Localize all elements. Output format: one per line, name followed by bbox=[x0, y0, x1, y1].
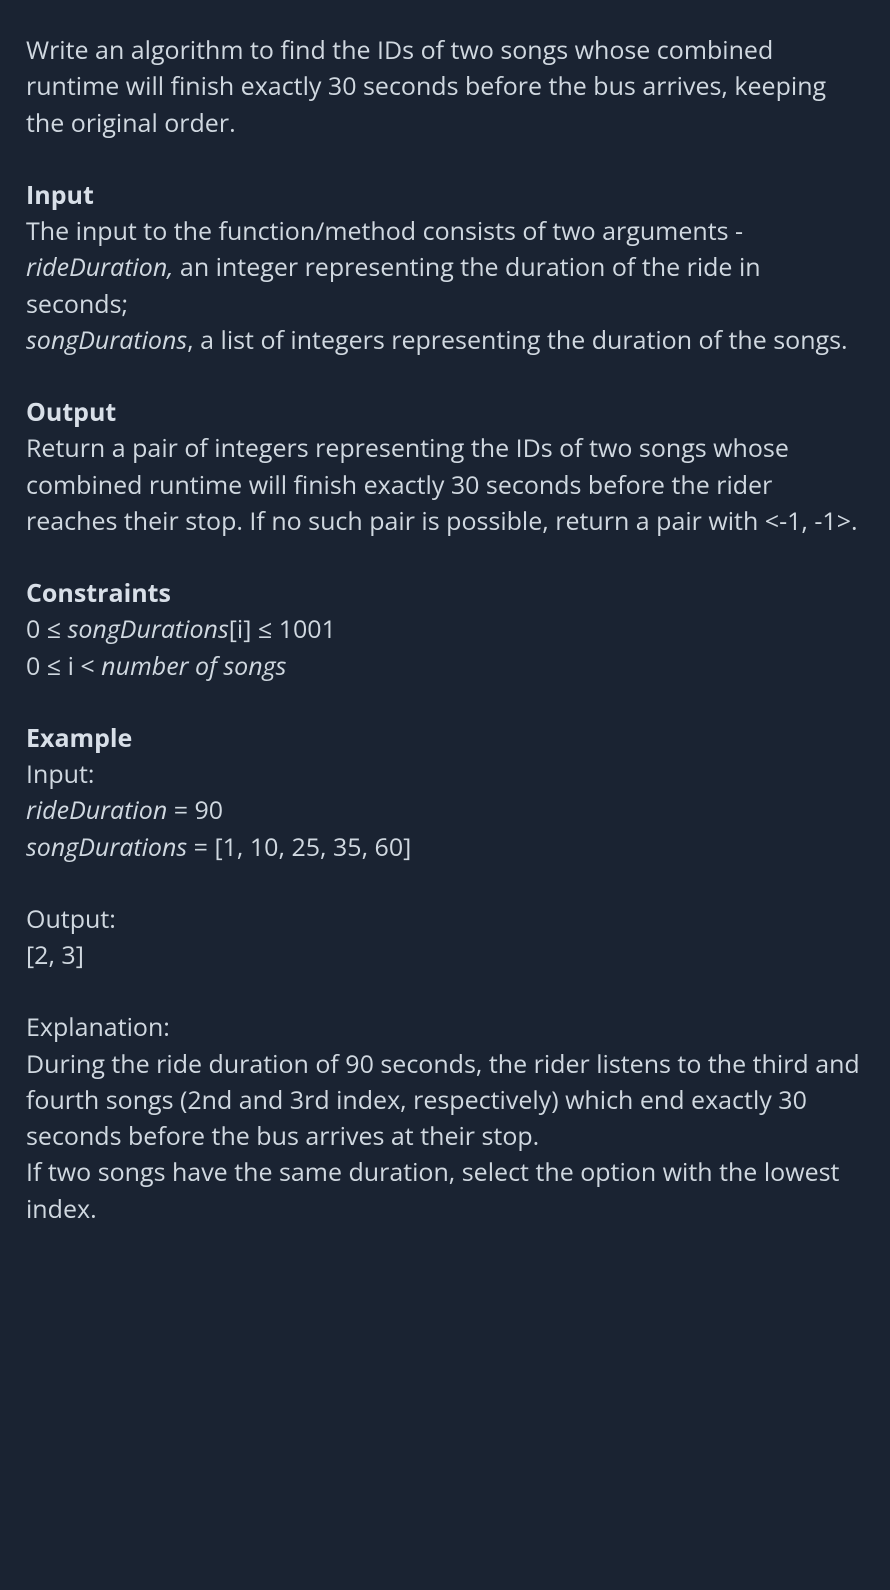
arg2-name: songDurations bbox=[26, 323, 187, 357]
input-arg1: rideDuration, an integer representing th… bbox=[26, 249, 864, 322]
example-input-label: Input: bbox=[26, 756, 864, 792]
example-arg2: songDurations = [1, 10, 25, 35, 60] bbox=[26, 829, 864, 865]
intro-text: Write an algorithm to find the IDs of tw… bbox=[26, 32, 864, 141]
c1-post: [i] ≤ 1001 bbox=[229, 612, 336, 646]
input-line1: The input to the function/method consist… bbox=[26, 213, 864, 249]
problem-statement: Write an algorithm to find the IDs of tw… bbox=[26, 32, 864, 1227]
c2-pre: 0 ≤ i < bbox=[26, 649, 101, 683]
constraint-1: 0 ≤ songDurations[i] ≤ 1001 bbox=[26, 611, 864, 647]
example-section: Example Input: rideDuration = 90 songDur… bbox=[26, 720, 864, 1227]
c1-pre: 0 ≤ bbox=[26, 612, 68, 646]
ex-arg1-val: = 90 bbox=[167, 793, 223, 827]
explanation-text: During the ride duration of 90 seconds, … bbox=[26, 1046, 864, 1155]
ex-arg1-name: rideDuration bbox=[26, 793, 167, 827]
input-section: Input The input to the function/method c… bbox=[26, 177, 864, 358]
output-text: Return a pair of integers representing t… bbox=[26, 430, 864, 539]
c2-var: number of songs bbox=[101, 649, 286, 683]
constraint-2: 0 ≤ i < number of songs bbox=[26, 648, 864, 684]
example-output-label: Output: bbox=[26, 901, 864, 937]
blank-line-2 bbox=[26, 973, 864, 1009]
example-arg1: rideDuration = 90 bbox=[26, 792, 864, 828]
output-heading: Output bbox=[26, 394, 864, 430]
explanation-label: Explanation: bbox=[26, 1009, 864, 1045]
intro-section: Write an algorithm to find the IDs of tw… bbox=[26, 32, 864, 141]
arg1-name: rideDuration bbox=[26, 250, 167, 284]
arg2-desc: , a list of integers representing the du… bbox=[187, 323, 847, 357]
constraints-section: Constraints 0 ≤ songDurations[i] ≤ 1001 … bbox=[26, 575, 864, 684]
blank-line-1 bbox=[26, 865, 864, 901]
input-arg2: songDurations, a list of integers repres… bbox=[26, 322, 864, 358]
note-text: If two songs have the same duration, sel… bbox=[26, 1154, 864, 1227]
ex-arg2-name: songDurations bbox=[26, 830, 187, 864]
constraints-heading: Constraints bbox=[26, 575, 864, 611]
example-heading: Example bbox=[26, 720, 864, 756]
c1-var: songDurations bbox=[68, 612, 229, 646]
input-heading: Input bbox=[26, 177, 864, 213]
ex-arg2-val: = [1, 10, 25, 35, 60] bbox=[187, 830, 411, 864]
example-output-val: [2, 3] bbox=[26, 937, 864, 973]
output-section: Output Return a pair of integers represe… bbox=[26, 394, 864, 539]
